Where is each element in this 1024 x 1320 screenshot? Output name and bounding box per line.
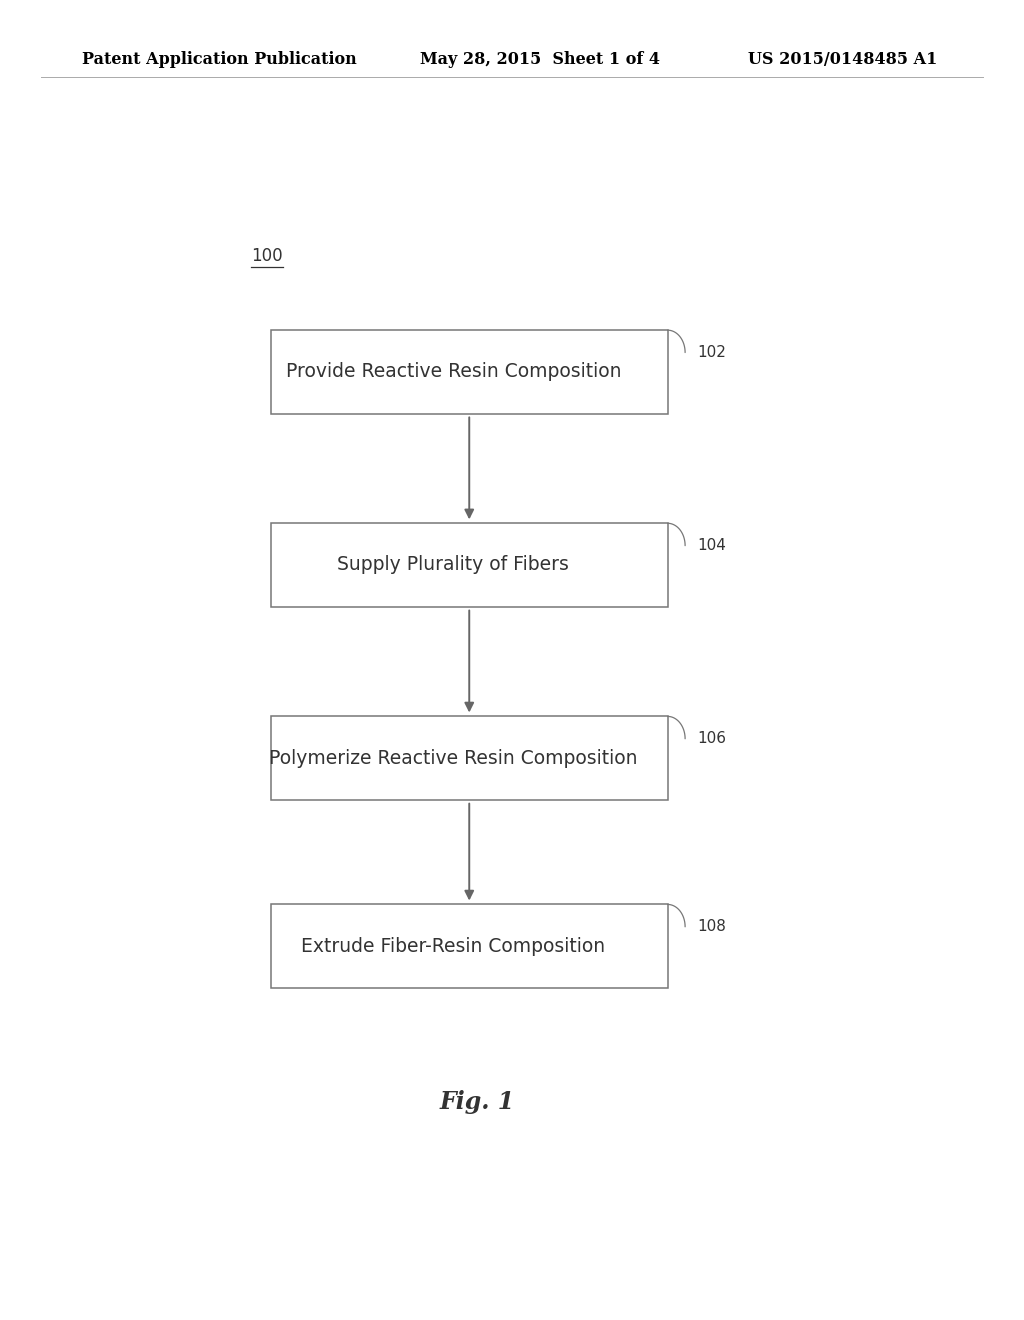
- Text: US 2015/0148485 A1: US 2015/0148485 A1: [748, 51, 937, 67]
- Text: Provide Reactive Resin Composition: Provide Reactive Resin Composition: [286, 363, 622, 381]
- Bar: [270, 330, 668, 413]
- Bar: [270, 717, 668, 800]
- Text: Polymerize Reactive Resin Composition: Polymerize Reactive Resin Composition: [269, 748, 638, 767]
- Bar: [270, 904, 668, 987]
- Text: 102: 102: [697, 345, 726, 360]
- Text: 108: 108: [697, 919, 726, 935]
- Text: Supply Plurality of Fibers: Supply Plurality of Fibers: [338, 556, 569, 574]
- Bar: [270, 523, 668, 607]
- Text: 104: 104: [697, 539, 726, 553]
- Text: 106: 106: [697, 731, 726, 746]
- Text: May 28, 2015  Sheet 1 of 4: May 28, 2015 Sheet 1 of 4: [420, 51, 659, 67]
- Text: Patent Application Publication: Patent Application Publication: [82, 51, 356, 67]
- Text: Fig. 1: Fig. 1: [439, 1089, 515, 1114]
- Text: 100: 100: [251, 247, 283, 265]
- Text: Extrude Fiber-Resin Composition: Extrude Fiber-Resin Composition: [301, 937, 605, 956]
